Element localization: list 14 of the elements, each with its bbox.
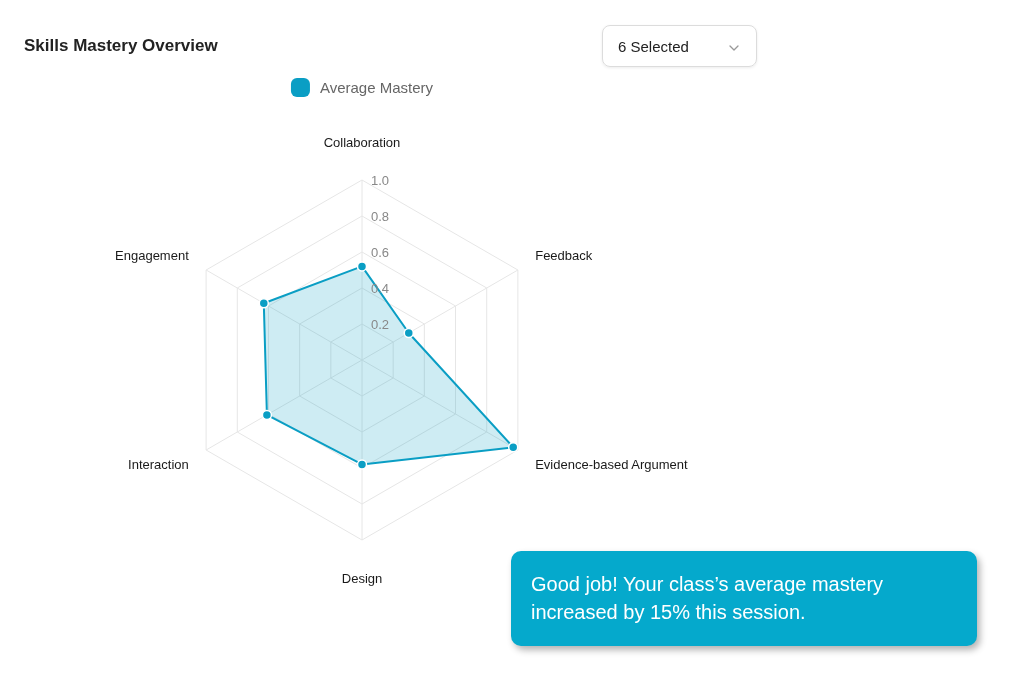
text: 6 Selected xyxy=(618,37,689,55)
spoke-label: Design xyxy=(341,570,383,586)
y-tick-label: 0.8 xyxy=(371,208,390,224)
legend-label: Average Mastery xyxy=(319,79,434,96)
y-tick-label: 1.0 xyxy=(371,172,390,188)
text: Good job! Your class’s average mastery increased by 15% this session. xyxy=(531,572,885,625)
spoke-label: Feedback xyxy=(535,248,593,263)
y-tick-label: 0.6 xyxy=(371,244,390,260)
chart-title: Skills Mastery Overview xyxy=(24,36,218,56)
spoke-label: Engagement xyxy=(115,248,190,263)
spoke-label: Interaction xyxy=(128,457,189,472)
spoke-label: Collaboration xyxy=(323,134,401,150)
spoke-label: Evidence-based Argument xyxy=(535,457,689,472)
y-tick-label: 0.2 xyxy=(371,316,390,332)
